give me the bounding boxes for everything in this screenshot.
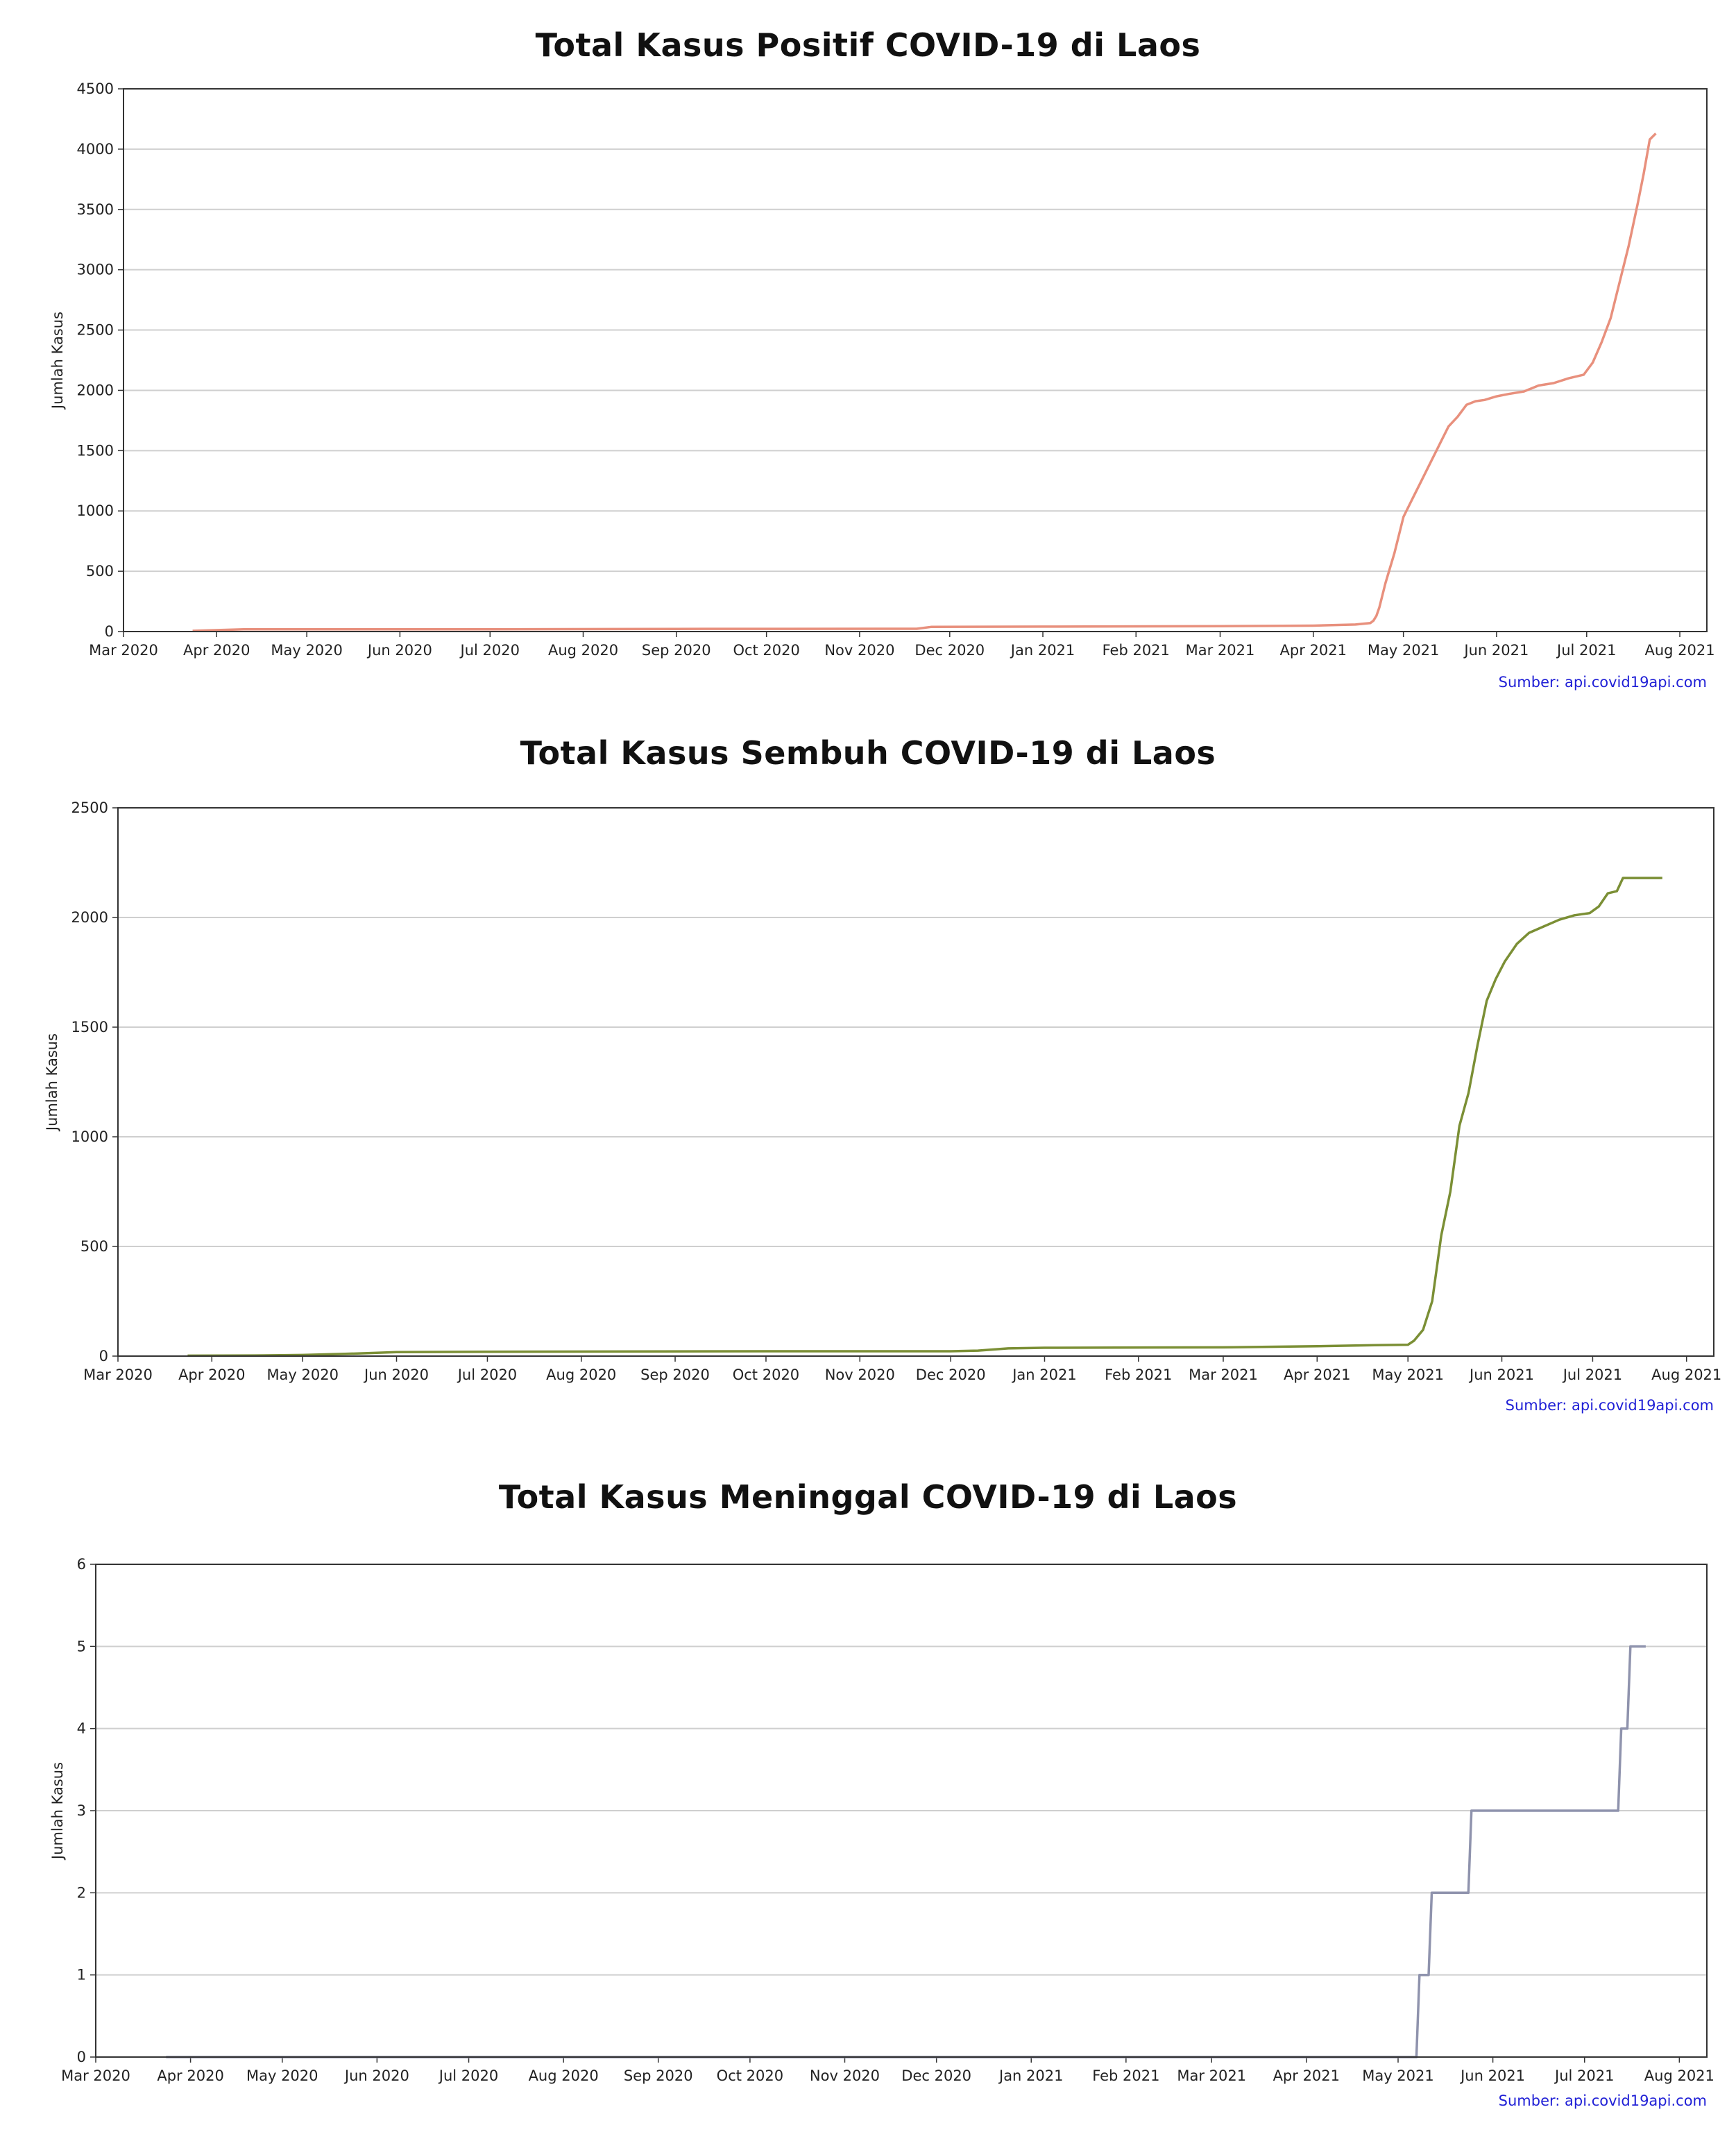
x-tick-label: Apr 2021 [1284, 1367, 1350, 1383]
y-tick-label: 5 [77, 1638, 86, 1655]
x-tick-label: Jan 2021 [1010, 642, 1075, 659]
x-tick-label: Mar 2020 [83, 1367, 153, 1383]
x-tick-label: Jul 2020 [457, 1367, 517, 1383]
x-tick-label: Mar 2020 [89, 642, 158, 659]
x-tick-label: Jul 2020 [459, 642, 520, 659]
x-tick-label: May 2021 [1368, 642, 1440, 659]
y-axis-label: Jumlah Kasus [49, 312, 66, 410]
y-tick-label: 6 [77, 1556, 86, 1573]
x-tick-label: Nov 2020 [824, 642, 894, 659]
series-line [192, 133, 1657, 632]
x-tick-label: Apr 2020 [157, 2067, 223, 2084]
chart-panel-positive: Total Kasus Positif COVID-19 di Laos 0 50… [0, 0, 1736, 694]
x-tick-label: Oct 2020 [717, 2067, 783, 2084]
chart-panel-recovered: Total Kasus Sembuh COVID-19 di Laos 0 500… [0, 694, 1736, 1430]
x-tick-label: May 2021 [1372, 1367, 1444, 1383]
x-tick-label: Jan 2021 [1011, 1367, 1077, 1383]
x-tick-label: Aug 2020 [548, 642, 618, 659]
x-tick-label: Apr 2020 [178, 1367, 245, 1383]
y-tick-label: 500 [86, 563, 114, 579]
x-tick-label: Jun 2020 [343, 2067, 409, 2084]
x-tick-label: Dec 2020 [901, 2067, 971, 2084]
y-tick-label: 2500 [77, 322, 114, 339]
chart-deaths: 0 1 2 3 4 5 6 Mar 2020 Apr 2020 May 2020 Jun 2020 J… [49, 1556, 1714, 2109]
x-tick-label: Jun 2021 [1463, 642, 1529, 659]
x-tick-label: Apr 2021 [1280, 642, 1347, 659]
y-tick-label: 0 [99, 1348, 108, 1364]
x-tick-label: Mar 2021 [1189, 1367, 1258, 1383]
x-tick-label: Mar 2021 [1186, 642, 1255, 659]
x-tick-label: May 2020 [246, 2067, 318, 2084]
x-tick-label: Aug 2021 [1651, 1367, 1721, 1383]
source-note: Sumber: api.covid19api.com [1506, 1397, 1714, 1414]
x-tick-label: Feb 2021 [1092, 2067, 1159, 2084]
x-tick-label: Sep 2020 [640, 1367, 710, 1383]
y-tick-label: 3 [77, 1802, 86, 1819]
x-tick-label: May 2020 [266, 1367, 339, 1383]
x-tick-label: Jun 2021 [1468, 1367, 1534, 1383]
plot-frame [117, 807, 1714, 1357]
x-tick-label: Nov 2020 [810, 2067, 880, 2084]
x-tick-label: Aug 2020 [529, 2067, 599, 2084]
y-tick-label: 0 [77, 2049, 86, 2065]
plot-frame [95, 1564, 1708, 2058]
y-tick-label: 2000 [71, 909, 108, 926]
x-tick-label: Apr 2021 [1273, 2067, 1340, 2084]
y-tick-label: 0 [105, 623, 114, 640]
x-tick-label: Feb 2021 [1103, 642, 1170, 659]
x-tick-label: Sep 2020 [624, 2067, 693, 2084]
x-tick-label: Nov 2020 [825, 1367, 895, 1383]
x-tick-label: Mar 2020 [61, 2067, 130, 2084]
y-tick-label: 1 [77, 1967, 86, 1983]
y-tick-label: 2 [77, 1884, 86, 1901]
chart-title: Total Kasus Sembuh COVID-19 di Laos [520, 734, 1216, 772]
chart-title: Total Kasus Meninggal COVID-19 di Laos [498, 1478, 1238, 1516]
x-tick-label: Jun 2020 [366, 642, 432, 659]
x-tick-label: Sep 2020 [642, 642, 711, 659]
x-tick-label: Dec 2020 [916, 1367, 986, 1383]
y-tick-label: 1000 [77, 502, 114, 519]
x-tick-label: Dec 2020 [914, 642, 985, 659]
y-axis-label: Jumlah Kasus [44, 1033, 60, 1132]
y-tick-label: 3000 [77, 262, 114, 278]
x-tick-label: Mar 2021 [1177, 2067, 1246, 2084]
y-axis-label: Jumlah Kasus [49, 1762, 66, 1861]
source-note: Sumber: api.covid19api.com [1499, 674, 1707, 691]
x-tick-label: Jun 2021 [1459, 2067, 1525, 2084]
y-tick-label: 4000 [77, 141, 114, 158]
x-tick-label: Aug 2020 [546, 1367, 616, 1383]
y-tick-label: 1500 [77, 442, 114, 459]
y-tick-label: 4500 [77, 81, 114, 97]
y-tick-label: 1000 [71, 1128, 108, 1145]
chart-title: Total Kasus Positif COVID-19 di Laos [535, 26, 1201, 64]
x-tick-label: May 2021 [1362, 2067, 1434, 2084]
y-tick-label: 2500 [71, 800, 108, 816]
source-note: Sumber: api.covid19api.com [1499, 2092, 1707, 2109]
x-tick-label: Jan 2021 [998, 2067, 1064, 2084]
y-tick-label: 4 [77, 1720, 86, 1737]
series-line [187, 877, 1662, 1357]
y-tick-label: 3500 [77, 201, 114, 218]
x-tick-label: Aug 2021 [1644, 642, 1714, 659]
y-tick-label: 500 [80, 1238, 108, 1255]
chart-recovered: 0 500 1000 1500 2000 2500 Mar 2020 Apr 2020 May … [44, 800, 1721, 1414]
x-tick-label: Oct 2020 [733, 642, 799, 659]
x-tick-label: Jun 2020 [363, 1367, 429, 1383]
series-line [166, 1645, 1646, 2058]
plot-frame [123, 88, 1708, 632]
chart-panel-deaths: Total Kasus Meninggal COVID-19 di Laos 0… [0, 1430, 1736, 2132]
y-tick-label: 2000 [77, 382, 114, 398]
x-tick-label: May 2020 [271, 642, 343, 659]
x-tick-label: Jul 2021 [1554, 2067, 1614, 2084]
chart-positive: 0 500 1000 1500 2000 2500 3000 3500 4000 4500 Mar … [49, 81, 1715, 691]
x-tick-label: Feb 2021 [1105, 1367, 1172, 1383]
x-tick-label: Jul 2020 [438, 2067, 498, 2084]
x-tick-label: Jul 2021 [1562, 1367, 1622, 1383]
x-tick-label: Oct 2020 [733, 1367, 799, 1383]
x-tick-label: Apr 2020 [183, 642, 250, 659]
x-tick-label: Aug 2021 [1644, 2067, 1714, 2084]
y-tick-label: 1500 [71, 1019, 108, 1035]
x-tick-label: Jul 2021 [1556, 642, 1616, 659]
